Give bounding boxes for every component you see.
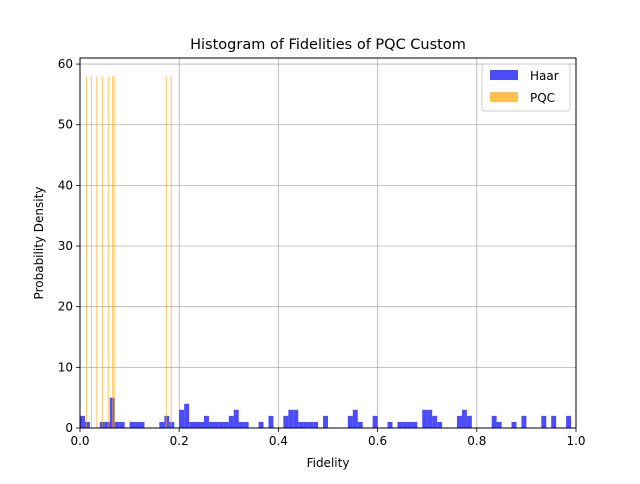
haar-bar bbox=[184, 403, 190, 428]
haar-bar bbox=[432, 415, 438, 428]
legend-swatch-pqc bbox=[490, 92, 518, 102]
pqc-bar bbox=[85, 76, 87, 429]
haar-bar bbox=[179, 409, 185, 428]
haar-bar bbox=[551, 415, 557, 428]
x-tick-label: 0.8 bbox=[467, 434, 486, 448]
haar-bar bbox=[422, 409, 428, 428]
y-axis-ticks: 0 10 20 30 40 50 60 bbox=[58, 57, 80, 435]
haar-bar bbox=[189, 421, 195, 428]
haar-bar bbox=[461, 409, 467, 428]
haar-bar bbox=[352, 409, 358, 428]
haar-bar bbox=[208, 421, 214, 428]
pqc-bar bbox=[107, 76, 109, 429]
haar-bar bbox=[119, 421, 125, 428]
haar-bar bbox=[402, 421, 408, 428]
pqc-bar bbox=[101, 76, 103, 429]
haar-bar bbox=[303, 421, 309, 428]
pqc-bar bbox=[112, 76, 114, 429]
haar-bar bbox=[293, 409, 299, 428]
x-tick-label: 0.0 bbox=[70, 434, 89, 448]
haar-bar bbox=[258, 421, 264, 428]
haar-bar bbox=[218, 421, 224, 428]
haar-bar bbox=[164, 415, 170, 428]
haar-bar bbox=[268, 415, 274, 428]
haar-bar bbox=[456, 415, 462, 428]
pqc-bar bbox=[96, 76, 98, 429]
x-tick-label: 1.0 bbox=[566, 434, 585, 448]
legend: Haar PQC bbox=[481, 63, 571, 112]
haar-bar bbox=[347, 415, 353, 428]
grid-lines bbox=[79, 58, 577, 429]
haar-bar bbox=[437, 421, 443, 428]
pqc-bar bbox=[113, 76, 115, 429]
haar-bar bbox=[288, 409, 294, 428]
legend-label-pqc: PQC bbox=[530, 91, 555, 105]
y-tick-label: 30 bbox=[58, 239, 73, 253]
haar-bar bbox=[134, 421, 140, 428]
haar-bar bbox=[139, 421, 145, 428]
haar-bar bbox=[541, 415, 547, 428]
haar-bar bbox=[298, 421, 304, 428]
y-tick-label: 10 bbox=[58, 360, 73, 374]
x-tick-label: 0.2 bbox=[170, 434, 189, 448]
haar-bar bbox=[84, 421, 90, 428]
x-axis-label: Fidelity bbox=[307, 456, 350, 470]
haar-bar bbox=[397, 421, 403, 428]
haar-bar bbox=[412, 421, 418, 428]
x-tick-label: 0.6 bbox=[368, 434, 387, 448]
pqc-bar bbox=[165, 76, 167, 429]
haar-bar bbox=[114, 421, 120, 428]
haar-bar bbox=[223, 421, 229, 428]
haar-bar bbox=[243, 421, 249, 428]
y-tick-label: 40 bbox=[58, 178, 73, 192]
haar-bar bbox=[228, 415, 234, 428]
haar-bar bbox=[104, 421, 110, 428]
haar-bar bbox=[387, 421, 393, 428]
pqc-bars bbox=[85, 76, 172, 429]
x-axis-ticks: 0.0 0.2 0.4 0.6 0.8 1.0 bbox=[70, 428, 586, 448]
haar-bar bbox=[194, 421, 200, 428]
haar-bar bbox=[323, 415, 328, 428]
haar-bar bbox=[283, 415, 289, 428]
legend-label-haar: Haar bbox=[530, 69, 559, 83]
chart-title: Histogram of Fidelities of PQC Custom bbox=[190, 37, 466, 53]
plot-frame bbox=[79, 57, 577, 429]
haar-bar bbox=[372, 415, 378, 428]
haar-bar bbox=[313, 421, 319, 428]
haar-bar bbox=[159, 421, 165, 428]
legend-swatch-haar bbox=[490, 70, 518, 80]
haar-bar bbox=[496, 421, 502, 428]
haar-bar bbox=[233, 409, 239, 428]
y-tick-label: 60 bbox=[58, 57, 73, 71]
haar-bar bbox=[407, 421, 413, 428]
y-tick-label: 50 bbox=[58, 118, 73, 132]
haar-bar bbox=[238, 421, 244, 428]
haar-bar bbox=[466, 415, 472, 428]
haar-bar bbox=[521, 415, 527, 428]
haar-bar bbox=[491, 415, 497, 428]
pqc-bar bbox=[90, 76, 92, 429]
y-axis-label: Probability Density bbox=[32, 187, 46, 300]
haar-bar bbox=[213, 421, 219, 428]
haar-bar bbox=[204, 415, 209, 428]
haar-bar bbox=[566, 415, 572, 428]
haar-bar bbox=[129, 421, 135, 428]
x-tick-label: 0.4 bbox=[269, 434, 288, 448]
haar-bar bbox=[511, 421, 517, 428]
haar-bar bbox=[308, 421, 314, 428]
haar-bar bbox=[427, 409, 433, 428]
haar-bar bbox=[80, 415, 85, 428]
haar-bar bbox=[199, 421, 204, 428]
y-tick-label: 0 bbox=[65, 421, 73, 435]
haar-bar bbox=[169, 421, 175, 428]
pqc-bar bbox=[170, 76, 172, 429]
haar-bar bbox=[357, 421, 363, 428]
y-tick-label: 20 bbox=[58, 300, 73, 314]
